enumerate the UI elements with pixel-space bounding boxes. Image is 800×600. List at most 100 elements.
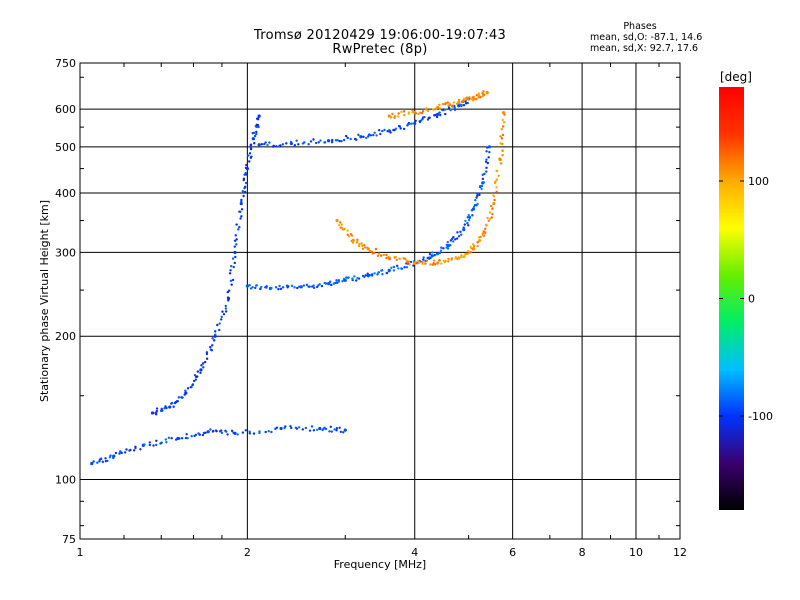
data-point [358, 242, 361, 246]
data-point [324, 427, 328, 431]
data-point [249, 143, 253, 146]
data-point [368, 249, 372, 253]
data-point [192, 379, 196, 383]
data-point [118, 452, 121, 455]
data-point [377, 271, 380, 274]
data-point [389, 116, 393, 119]
data-point [444, 112, 447, 116]
data-point [234, 255, 237, 259]
data-point [485, 170, 488, 173]
data-point [501, 125, 505, 128]
data-point [466, 96, 469, 99]
data-point [369, 134, 372, 137]
data-point [200, 364, 203, 367]
data-point [244, 171, 247, 175]
data-point [485, 90, 489, 95]
data-point [467, 214, 470, 217]
data-point [453, 108, 457, 112]
data-point [319, 139, 322, 142]
data-point [279, 426, 283, 431]
data-point [92, 460, 95, 463]
data-point [338, 426, 341, 429]
data-point [176, 400, 179, 403]
data-point [347, 276, 350, 279]
data-point [428, 252, 432, 256]
data-point [359, 135, 363, 139]
phase-stats-x: mean, sd,X: 92.7, 17.6 [590, 43, 699, 54]
data-point [487, 219, 490, 222]
data-point [488, 150, 491, 154]
data-point [184, 391, 188, 395]
data-point [160, 441, 163, 444]
data-point [377, 128, 381, 132]
data-point [351, 241, 355, 244]
data-point [290, 284, 294, 288]
data-point [258, 431, 261, 435]
data-point [490, 216, 493, 219]
data-point [296, 286, 299, 290]
data-point [342, 228, 345, 231]
data-point [400, 110, 403, 114]
data-point [395, 258, 398, 262]
data-point [295, 139, 298, 142]
data-point [215, 429, 218, 433]
data-point [387, 268, 391, 273]
data-point [180, 437, 184, 440]
data-point [394, 255, 397, 259]
x-tick-label: 4 [411, 546, 418, 559]
data-point [125, 448, 128, 451]
data-point [241, 190, 245, 193]
data-point [393, 115, 397, 118]
data-point [335, 279, 338, 282]
data-point [219, 318, 223, 321]
data-point [408, 122, 411, 126]
data-point [486, 161, 490, 165]
data-point [495, 169, 499, 173]
data-point [413, 121, 417, 125]
data-point [479, 235, 482, 239]
data-point [333, 428, 336, 431]
data-point [431, 251, 434, 254]
data-point [270, 286, 273, 290]
data-point [96, 461, 99, 464]
data-point [270, 430, 273, 434]
data-point [438, 111, 441, 114]
data-point [194, 433, 198, 437]
data-point [212, 429, 215, 433]
data-point [312, 284, 315, 287]
data-point [244, 181, 248, 185]
data-point [243, 186, 246, 190]
data-point [450, 257, 454, 260]
data-point [425, 259, 428, 262]
data-point [233, 245, 236, 248]
data-point [304, 426, 308, 430]
data-point [328, 430, 331, 433]
data-point [279, 144, 282, 147]
data-point [254, 284, 258, 287]
data-point [460, 233, 463, 236]
data-point [476, 194, 479, 197]
data-point [342, 431, 345, 434]
data-point [481, 232, 484, 235]
data-point [351, 277, 354, 280]
data-point [235, 243, 238, 246]
data-point [184, 436, 188, 440]
data-point [403, 114, 406, 117]
data-point [164, 438, 167, 441]
data-point [285, 142, 288, 145]
data-point [249, 147, 253, 150]
data-point [190, 434, 193, 438]
data-point [265, 286, 268, 289]
data-point [314, 141, 318, 145]
data-point [229, 279, 233, 283]
data-point [391, 112, 394, 116]
data-point [338, 221, 342, 224]
data-point [476, 241, 479, 244]
data-point [209, 345, 212, 349]
data-point [469, 250, 473, 254]
data-point [471, 207, 475, 211]
data-point [155, 439, 158, 442]
data-point [486, 216, 489, 220]
data-point [318, 426, 322, 431]
data-point [467, 98, 470, 101]
